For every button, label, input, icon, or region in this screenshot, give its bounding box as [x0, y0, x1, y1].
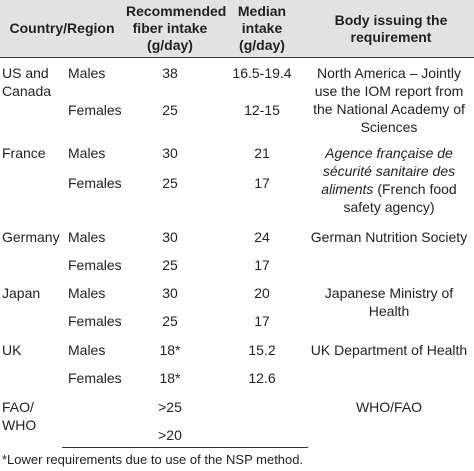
body-text: Japanese Ministry of Health: [324, 284, 454, 319]
body-cell: North America – Jointly use the IOM repo…: [308, 58, 474, 138]
header-row: Country/Region Recommended fiber intake (…: [0, 0, 474, 58]
table-row: Females 25 12-15: [0, 95, 474, 138]
recommended-cell: 25: [162, 256, 178, 273]
table-row: Females 25 17: [0, 168, 474, 222]
sex-cell: Females: [68, 369, 122, 386]
body-text: North America – Jointly use the IOM repo…: [313, 65, 465, 135]
recommended-cell: 18*: [159, 341, 181, 358]
median-cell: 12-15: [244, 101, 280, 118]
recommended-cell: 30: [162, 228, 178, 245]
median-cell: 12.6: [248, 369, 276, 386]
recommended-cell: >20: [124, 419, 216, 448]
header-cell: Body issuing the requirement: [308, 0, 474, 58]
body-text: WHO/FAO: [355, 398, 423, 415]
table-row: US and Canada Males 38 16.5-19.4 North Ameri…: [0, 58, 474, 135]
median-cell: 17: [254, 256, 270, 273]
header-cell: Recommended fiber intake (g/day): [124, 0, 226, 58]
country-cell: UK: [2, 341, 22, 358]
sex-cell: Females: [68, 101, 122, 118]
sex-cell: Males: [68, 284, 106, 301]
table-row: >20: [0, 419, 474, 448]
recommended-cell: 25: [162, 101, 178, 118]
footnote: *Lower requirements due to use of the NS…: [2, 452, 304, 467]
recommended-cell: 30: [162, 284, 178, 301]
sex-cell: Males: [68, 341, 106, 358]
sex-cell: [62, 419, 124, 448]
table-body: US and Canada Males 38 16.5-19.4 North Ameri…: [0, 58, 474, 448]
recommended-cell: 25: [162, 312, 178, 329]
fiber-table: Country/Region Recommended fiber intake (…: [0, 0, 474, 448]
recommended-cell: 30: [162, 144, 178, 161]
median-cell: [216, 392, 308, 420]
table-row: Females 25 17: [0, 250, 474, 278]
recommended-cell: 25: [162, 174, 178, 191]
sex-cell: Females: [68, 256, 122, 273]
sex-cell: [62, 392, 124, 420]
recommended-cell: 38: [162, 65, 178, 81]
table-row: UK Males 18* 15.2 UK Department of Health: [0, 335, 474, 363]
median-cell: 24: [254, 228, 270, 245]
country-cell: Japan: [2, 284, 41, 301]
sex-cell: Males: [68, 65, 106, 81]
body-text: (French food safety agency): [343, 180, 457, 215]
median-cell: 17: [254, 312, 270, 329]
body-cell: WHO/FAO: [308, 392, 474, 448]
body-cell: Agence française de sécurité sanitaire d…: [308, 138, 474, 222]
table-row: Females 25 17: [0, 306, 474, 335]
country-cell: FAO/ WHO: [2, 398, 37, 433]
body-italic: Agence française de sécurité sanitaire d…: [321, 144, 456, 197]
body-cell: Japanese Ministry of Health: [308, 278, 474, 335]
median-cell: 17: [254, 174, 270, 191]
body-text: German Nutrition Society: [310, 228, 468, 245]
body-cell: UK Department of Health: [308, 335, 474, 392]
country-cell: Germany: [2, 228, 60, 245]
header-cell: Median intake (g/day): [216, 0, 308, 58]
median-cell: 21: [254, 144, 270, 161]
sex-cell: Males: [68, 144, 106, 161]
sex-cell: Males: [68, 228, 106, 245]
median-cell: 20: [254, 284, 270, 301]
recommended-cell: 18*: [159, 369, 181, 386]
table-row: France Males 30 21 Agence française de sécur…: [0, 138, 474, 215]
median-cell: 15.2: [248, 341, 276, 358]
table-row: Females 18* 12.6: [0, 363, 474, 392]
median-cell: 16.5-19.4: [232, 65, 292, 81]
median-cell: [216, 419, 308, 448]
header-cell: Country/Region: [0, 0, 124, 58]
body-cell: German Nutrition Society: [308, 222, 474, 278]
table-row: Japan Males 30 20 Japanese Ministry of Healt…: [0, 278, 474, 319]
table-row: FAO/ WHO >25 WHO/FAO: [0, 392, 474, 433]
sex-cell: Females: [68, 312, 122, 329]
country-cell: France: [2, 144, 46, 161]
recommended-cell: >25: [158, 398, 182, 415]
table-row: Germany Males 30 24 German Nutrition Society: [0, 222, 474, 250]
country-cell: US and Canada: [2, 65, 52, 99]
body-text: UK Department of Health: [310, 341, 468, 358]
sex-cell: Females: [68, 174, 122, 191]
